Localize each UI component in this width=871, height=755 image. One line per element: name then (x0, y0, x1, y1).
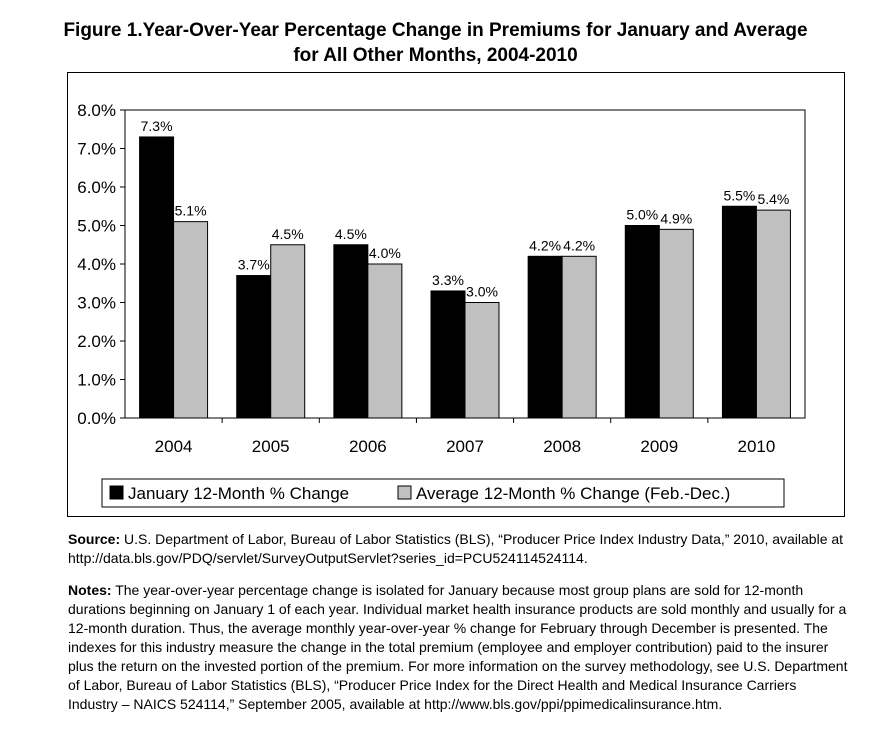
notes-text: The year-over-year percentage change is … (68, 582, 848, 712)
data-label: 5.4% (757, 191, 789, 207)
bar-january (624, 225, 660, 419)
data-label: 5.0% (626, 207, 658, 223)
y-tick-label: 8.0% (77, 101, 116, 120)
bar-january (139, 136, 175, 419)
bar-january (527, 255, 563, 419)
bar-january (721, 205, 757, 419)
data-label: 4.2% (563, 237, 595, 253)
x-tick-label: 2004 (155, 437, 193, 456)
y-tick-label: 1.0% (77, 371, 116, 390)
data-label: 3.0% (466, 284, 498, 300)
chart-title-line1: Figure 1.Year-Over-Year Percentage Chang… (63, 20, 808, 41)
data-label: 4.0% (369, 245, 401, 261)
bar-average (561, 255, 597, 419)
notes-label: Notes: (68, 582, 112, 598)
y-tick-label: 5.0% (77, 217, 116, 236)
y-tick-label: 0.0% (77, 409, 116, 428)
source-label: Source: (68, 531, 121, 547)
x-tick-label: 2009 (640, 437, 678, 456)
bar-january (430, 290, 466, 419)
bar-chart: 0.0% 1.0% 2.0% 3.0% 4.0% 5.0% 6.0% 7.0% 8.0% 2004… (77, 101, 806, 508)
bar-average (755, 209, 791, 419)
data-label: 4.9% (660, 210, 692, 226)
data-label: 4.2% (529, 237, 561, 253)
notes-block: Notes: The year-over-year percentage cha… (68, 581, 848, 714)
bar-average (173, 221, 209, 419)
data-label: 4.5% (272, 226, 304, 242)
data-label: 4.5% (335, 226, 367, 242)
data-label: 3.7% (238, 257, 270, 273)
bar-january (333, 244, 369, 419)
data-label: 7.3% (141, 118, 173, 134)
y-tick-label: 6.0% (77, 178, 116, 197)
data-label: 5.5% (723, 187, 755, 203)
data-label: 5.1% (175, 203, 207, 219)
bar-january (236, 275, 272, 419)
y-tick-label: 4.0% (77, 255, 116, 274)
y-tick-label: 7.0% (77, 140, 116, 159)
x-tick-label: 2007 (446, 437, 484, 456)
bar-average (270, 244, 306, 419)
data-label: 3.3% (432, 272, 464, 288)
chart-title-line2: for All Other Months, 2004-2010 (293, 45, 578, 66)
y-tick-label: 3.0% (77, 294, 116, 313)
x-tick-label: 2010 (738, 437, 776, 456)
legend-label: Average 12-Month % Change (Feb.-Dec.) (416, 484, 730, 503)
legend (101, 478, 785, 508)
legend-label: January 12-Month % Change (128, 484, 349, 503)
chart-title: Figure 1.Year-Over-Year Percentage Chang… (20, 18, 851, 68)
bar-average (464, 302, 500, 419)
chart-frame (67, 72, 845, 517)
bar-average (367, 263, 403, 419)
source-text: U.S. Department of Labor, Bureau of Labo… (68, 531, 844, 566)
source-note: Source: U.S. Department of Labor, Bureau… (68, 530, 848, 568)
legend-swatch-january (109, 485, 124, 500)
legend-swatch-average (397, 485, 412, 500)
x-tick-label: 2005 (252, 437, 290, 456)
y-tick-label: 2.0% (77, 332, 116, 351)
bar-average (658, 228, 694, 419)
x-tick-label: 2006 (349, 437, 387, 456)
x-tick-label: 2008 (543, 437, 581, 456)
